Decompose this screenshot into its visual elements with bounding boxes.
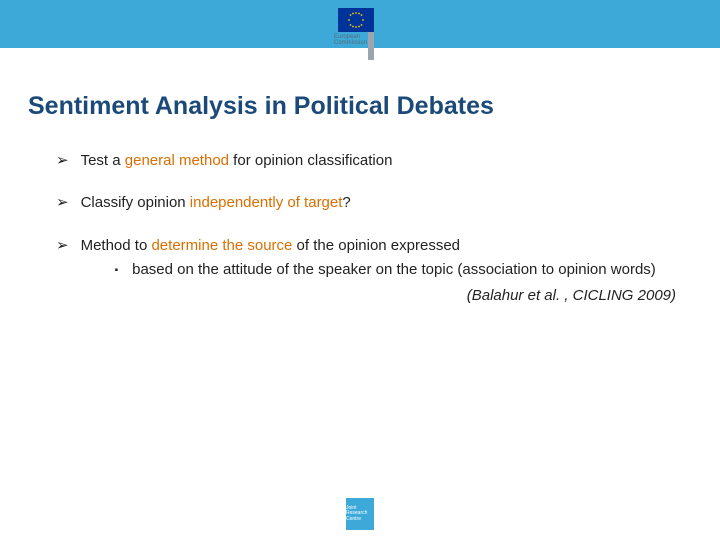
bullet-arrow-icon: ➢: [56, 151, 69, 171]
sub-bullet-text: based on the attitude of the speaker on …: [132, 260, 656, 280]
footer-badge: Joint Research Centre: [346, 498, 374, 530]
eu-flag-icon: [338, 8, 374, 32]
highlight-text: general method: [125, 152, 229, 169]
highlight-text: independently of target: [190, 194, 343, 211]
bullet-item: ➢ Method to determine the source of the …: [56, 236, 676, 281]
logo-line2: Commission: [334, 40, 367, 46]
ec-logo: European Commission: [328, 8, 384, 76]
logo-text: European Commission: [334, 34, 367, 47]
citation: (Balahur et al. , CICLING 2009): [56, 286, 676, 306]
bullet-item: ➢ Classify opinion independently of targ…: [56, 193, 676, 213]
sub-bullet: ▪ based on the attitude of the speaker o…: [115, 260, 676, 280]
page-title: Sentiment Analysis in Political Debates: [28, 92, 720, 121]
bullet-item: ➢ Test a general method for opinion clas…: [56, 151, 676, 171]
bullet-arrow-icon: ➢: [56, 236, 69, 256]
bullet-text: Method to determine the source of the op…: [81, 236, 676, 281]
sub-bullet-icon: ▪: [115, 264, 119, 278]
highlight-text: determine the source: [151, 237, 292, 254]
bullet-arrow-icon: ➢: [56, 193, 69, 213]
logo-bar-icon: [368, 32, 374, 60]
footer-badge-text: Joint Research Centre: [346, 506, 374, 523]
bullet-text: Test a general method for opinion classi…: [81, 151, 676, 171]
content-area: ➢ Test a general method for opinion clas…: [56, 151, 676, 306]
bullet-text: Classify opinion independently of target…: [81, 193, 676, 213]
